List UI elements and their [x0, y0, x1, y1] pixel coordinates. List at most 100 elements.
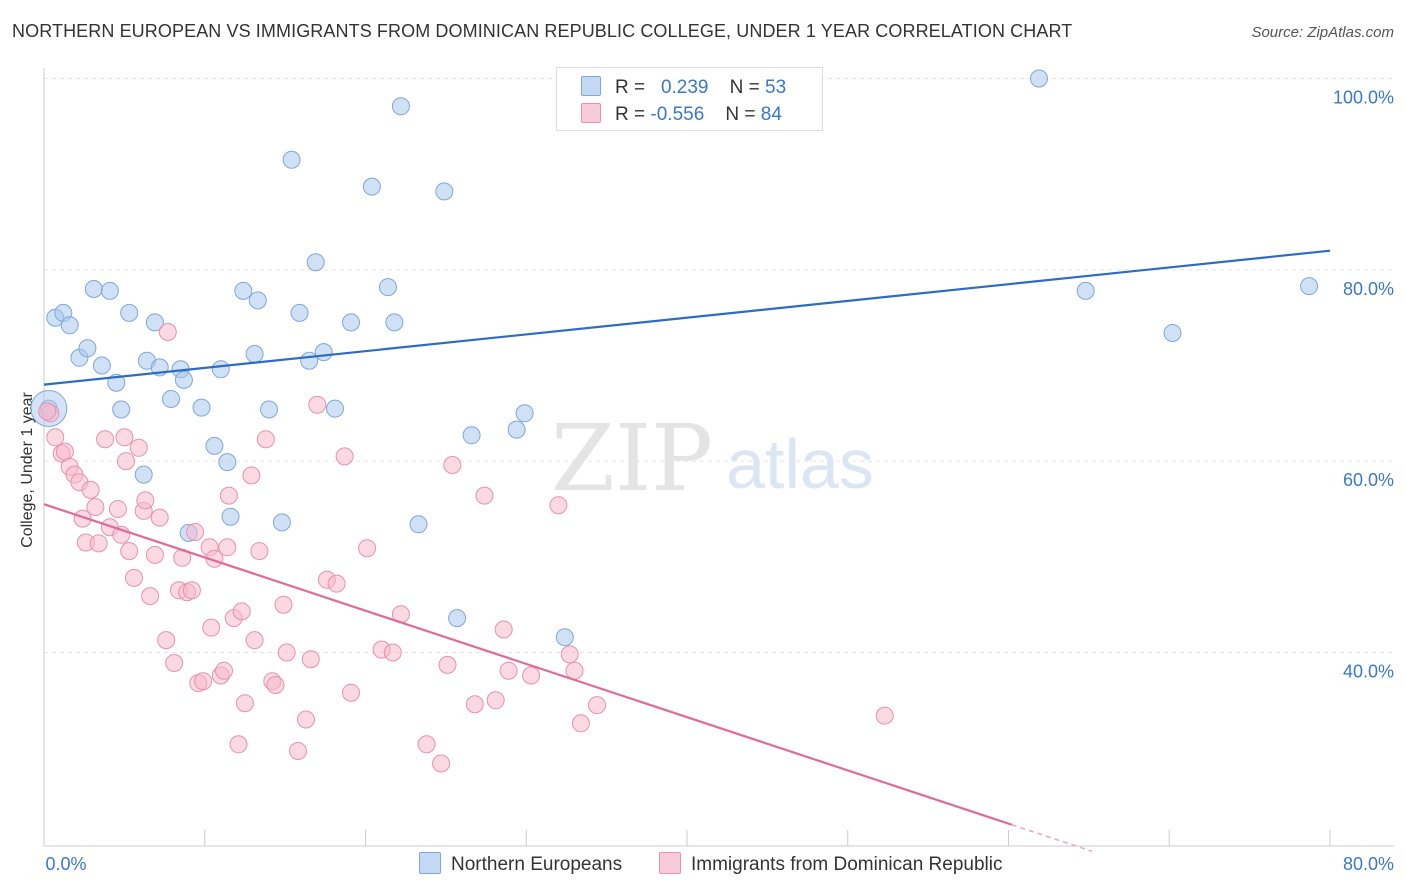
scatter-point — [272, 513, 291, 532]
scatter-point — [245, 631, 264, 650]
scatter-point — [555, 628, 574, 647]
scatter-point — [875, 706, 894, 725]
scatter-point — [266, 676, 285, 694]
scatter-point — [250, 542, 269, 561]
legend-row-dominican-immigrants: R = -0.556 N = 84 — [581, 103, 782, 125]
bottom-legend-swatch-blue — [419, 852, 441, 874]
scatter-point — [549, 496, 568, 515]
y-tick-label: 60.0% — [1343, 470, 1394, 490]
scatter-point — [232, 602, 251, 621]
scatter-point — [383, 643, 402, 662]
watermark-zip: ZIP — [551, 405, 713, 512]
legend-n-label: N = — [729, 77, 760, 98]
bottom-legend-label: Northern Europeans — [451, 854, 623, 875]
scatter-point — [379, 278, 397, 297]
scatter-point — [297, 710, 315, 729]
series-northern-europeans — [30, 69, 1319, 647]
scatter-point — [432, 754, 451, 773]
scatter-point — [289, 742, 307, 760]
scatter-point — [327, 574, 346, 593]
scatter-point — [245, 345, 264, 363]
scatter-point — [522, 666, 541, 685]
scatter-point — [219, 486, 238, 505]
scatter-point — [385, 313, 404, 332]
scatter-point — [1163, 324, 1182, 342]
scatter-point — [55, 442, 74, 461]
legend-r-value: -0.556 — [650, 104, 705, 125]
scatter-point — [60, 316, 79, 335]
y-tick-labels: 40.0% 60.0% 80.0% 100.0% — [1333, 88, 1394, 682]
scatter-point — [1300, 277, 1319, 296]
scatter-point — [120, 542, 139, 561]
scatter-point — [117, 452, 135, 471]
scatter-point — [256, 430, 275, 449]
scatter-point — [409, 515, 428, 534]
legend-swatch-pink — [581, 103, 601, 123]
scatter-point — [443, 456, 462, 474]
bottom-legend-swatch-pink — [659, 852, 681, 874]
scatter-point — [277, 643, 296, 662]
trend-line-extension — [1011, 823, 1093, 853]
scatter-point — [194, 672, 213, 691]
scatter-point — [174, 370, 193, 389]
bottom-legend-label: Immigrants from Dominican Republic — [691, 854, 1003, 875]
scatter-point — [417, 735, 436, 754]
scatter-point — [112, 400, 131, 419]
legend-n-value: 53 — [765, 77, 787, 98]
scatter-point — [486, 691, 505, 710]
scatter-point — [218, 538, 237, 557]
scatter-point — [221, 507, 240, 526]
scatter-point — [565, 661, 584, 680]
x-ticks — [43, 830, 1331, 846]
scatter-point — [158, 323, 177, 341]
trend-line — [43, 249, 1331, 386]
legend-r-value: 0.239 — [660, 77, 709, 98]
scatter-point — [314, 343, 333, 362]
chart-source: Source: ZipAtlas.com — [1251, 24, 1394, 41]
scatter-point — [120, 303, 139, 322]
scatter-point — [248, 291, 267, 310]
legend-r-label: R = — [615, 77, 646, 98]
scatter-point — [290, 303, 309, 322]
legend-r-label: R = — [615, 104, 646, 125]
scatter-point — [234, 281, 253, 300]
scatter-point — [145, 313, 164, 332]
scatter-point — [84, 280, 103, 298]
watermark: ZIP atlas — [551, 405, 874, 512]
scatter-point — [499, 661, 518, 680]
scatter-point — [100, 281, 119, 300]
bottom-legend-northern-europeans: Northern Europeans — [419, 852, 622, 876]
scatter-point — [192, 398, 211, 417]
scatter-point — [362, 177, 381, 196]
chart-title: NORTHERN EUROPEAN VS IMMIGRANTS FROM DOM… — [12, 21, 1073, 41]
x-tick-labels: 0.0% 80.0% — [45, 854, 1394, 874]
scatter-point — [242, 466, 261, 485]
scatter-point — [560, 645, 579, 664]
scatter-point — [150, 508, 169, 527]
x-tick-label: 0.0% — [45, 854, 86, 874]
scatter-point — [435, 182, 454, 201]
scatter-point — [96, 430, 115, 449]
scatter-point — [438, 655, 457, 674]
scatter-point — [358, 539, 377, 558]
scatter-point — [465, 695, 484, 714]
scatter-point — [515, 404, 534, 423]
x-tick-label: 80.0% — [1343, 854, 1394, 874]
scatter-point — [308, 395, 327, 414]
correlation-legend: R = 0.239 N = 53 R = -0.556 N = 84 — [556, 67, 823, 131]
scatter-point — [260, 400, 278, 419]
scatter-point — [507, 420, 526, 439]
scatter-point — [215, 661, 233, 680]
scatter-point — [86, 498, 105, 517]
scatter-point — [134, 465, 153, 484]
gridlines — [44, 78, 1394, 653]
scatter-point — [92, 356, 111, 375]
scatter-point — [462, 426, 481, 445]
legend-n-value: 84 — [760, 104, 782, 125]
legend-swatch-blue — [581, 76, 601, 96]
y-tick-label: 40.0% — [1343, 662, 1394, 682]
scatter-point — [129, 438, 148, 457]
watermark-atlas: atlas — [726, 425, 874, 503]
scatter-point — [218, 453, 237, 472]
